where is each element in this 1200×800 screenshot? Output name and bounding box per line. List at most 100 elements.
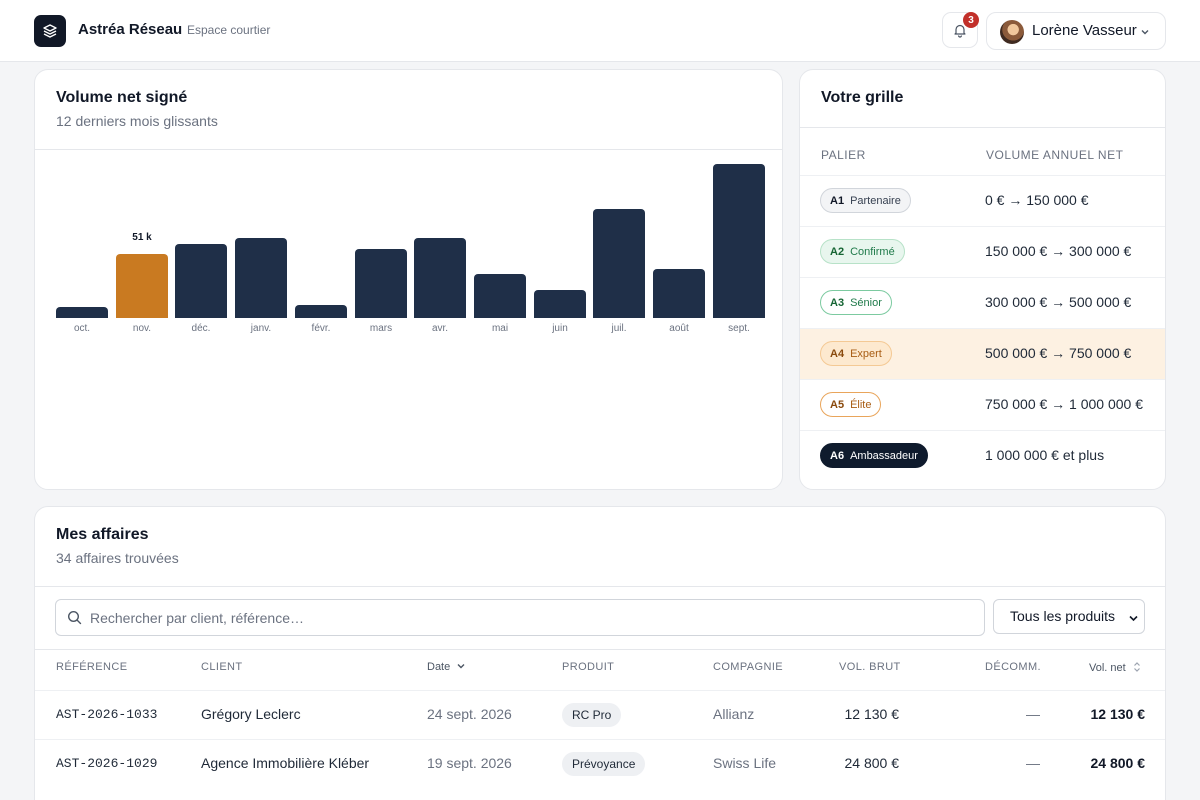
tier-range: 500 000 € → 750 000 € [985, 345, 1132, 361]
tier-badge: A2 Confirmé [820, 239, 905, 264]
cell-compagnie: Allianz [713, 706, 755, 722]
cell-vol-net: 12 130 € [1090, 706, 1146, 722]
divider [35, 586, 1165, 587]
grille-card: Votre grille PALIER VOLUME ANNUEL NET A1… [799, 69, 1166, 490]
col-vol-net-label: Vol. net [1089, 662, 1126, 674]
chart-bar[interactable] [295, 305, 347, 318]
chart-bar[interactable] [355, 249, 407, 318]
affaires-count: 34 affaires trouvées [56, 550, 179, 566]
col-produit: PRODUIT [562, 661, 615, 673]
chart-tick-label: janv. [250, 323, 272, 334]
tier-row: A6 Ambassadeur 1 000 000 € et plus [800, 430, 1165, 481]
search-input[interactable] [90, 600, 970, 635]
col-palier: PALIER [821, 148, 866, 162]
chart-bar[interactable] [235, 238, 287, 318]
bell-icon [954, 24, 966, 38]
chart-tick-label: déc. [191, 323, 211, 334]
brand-name: Astréa Réseau [78, 21, 183, 38]
chart-bar[interactable] [175, 244, 227, 318]
tier-range: 750 000 € → 1 000 000 € [985, 396, 1144, 412]
tier-row: A5 Élite 750 000 € → 1 000 000 € [800, 379, 1165, 430]
chart-bar[interactable] [713, 164, 765, 318]
tier-row: A1 Partenaire 0 € → 150 000 € [800, 175, 1165, 226]
tier-name: Ambassadeur [850, 449, 918, 462]
cell-reference: AST-2026-1029 [56, 756, 158, 771]
tier-badge: A6 Ambassadeur [820, 443, 928, 468]
chart-bar[interactable] [534, 290, 586, 318]
product-filter-select[interactable]: Tous les produits [993, 599, 1145, 634]
chart-bar[interactable] [593, 209, 645, 318]
table-row[interactable]: AST-2026-1033 Grégory Leclerc 24 sept. 202… [35, 690, 1165, 739]
avatar [1000, 20, 1024, 44]
tier-name: Expert [850, 347, 882, 360]
chart-tick-label: mai [491, 323, 509, 334]
top-header: Astréa Réseau Espace courtier 3 Lorène V… [0, 0, 1200, 62]
volume-card: Volume net signé 12 derniers mois glissa… [34, 69, 783, 490]
col-compagnie: COMPAGNIE [713, 661, 784, 673]
cell-compagnie: Swiss Life [713, 755, 777, 771]
tier-name: Sénior [850, 296, 882, 309]
volume-bar-chart: oct. nov. 51 k déc. janv. févr. mars avr. mai jui… [35, 150, 782, 350]
col-date-label: Date [427, 661, 451, 673]
cell-decomm: — [1026, 706, 1040, 722]
tier-row: A3 Sénior 300 000 € → 500 000 € [800, 277, 1165, 328]
divider [35, 149, 782, 150]
col-vol-brut: VOL. BRUT [839, 661, 901, 673]
notification-badge: 3 [963, 12, 979, 28]
cell-decomm: — [1026, 755, 1040, 771]
cell-date: 24 sept. 2026 [427, 706, 512, 722]
tier-range: 0 € → 150 000 € [985, 192, 1089, 208]
tier-name: Confirmé [850, 245, 895, 258]
brand-subtitle: Espace courtier [187, 23, 271, 37]
chart-bar[interactable] [56, 307, 108, 318]
volume-title: Volume net signé [56, 89, 188, 106]
tier-code: A2 [830, 245, 845, 258]
tier-code: A1 [830, 194, 845, 207]
chart-tick-label: mars [369, 323, 393, 334]
divider [800, 127, 1165, 128]
chart-bar[interactable] [116, 254, 168, 318]
tier-badge: A5 Élite [820, 392, 882, 417]
tier-name: Élite [850, 398, 872, 411]
tier-code: A3 [830, 296, 845, 309]
chart-tick-label: août [669, 323, 689, 334]
sort-icon [1133, 662, 1140, 672]
col-date-sort[interactable]: Date [427, 661, 466, 673]
col-client: CLIENT [201, 661, 243, 673]
tier-name: Partenaire [850, 194, 901, 207]
product-chip: Prévoyance [562, 752, 646, 776]
chart-tick-label: juin [552, 323, 568, 334]
cell-client: Grégory Leclerc [201, 706, 301, 722]
col-vol-net-sort[interactable]: Vol. net [1089, 661, 1142, 674]
chevron-down-icon [1141, 30, 1149, 35]
table-row[interactable]: AST-2026-1029 Agence Immobilière Kléber 19… [35, 739, 1165, 788]
layers-icon [43, 24, 57, 38]
tier-range: 300 000 € → 500 000 € [985, 294, 1132, 310]
chart-bar[interactable] [474, 274, 526, 318]
search-icon [67, 610, 82, 625]
tier-badge: A4 Expert [820, 341, 892, 366]
cell-client: Agence Immobilière Kléber [201, 755, 370, 771]
tier-code: A5 [830, 398, 845, 411]
col-decomm: DÉCOMM. [985, 661, 1041, 673]
chart-data-label: 51 k [132, 232, 152, 243]
tier-row: A4 Expert 500 000 € → 750 000 € [800, 328, 1165, 379]
logo[interactable] [34, 15, 66, 47]
user-menu-button[interactable]: Lorène Vasseur [986, 12, 1166, 50]
chart-tick-label: févr. [311, 323, 331, 334]
tier-code: A6 [830, 449, 845, 462]
affaires-title: Mes affaires [56, 526, 149, 543]
cell-vol-brut: 24 800 € [844, 755, 900, 771]
tier-range: 150 000 € → 300 000 € [985, 243, 1132, 259]
tier-badge: A1 Partenaire [820, 188, 911, 213]
cell-reference: AST-2026-1033 [56, 707, 158, 722]
cell-date: 19 sept. 2026 [427, 755, 512, 771]
chart-bar[interactable] [414, 238, 466, 318]
chart-tick-label: avr. [431, 323, 449, 334]
affaires-card: Mes affaires 34 affaires trouvées Tous l… [34, 506, 1166, 800]
chevron-down-icon [457, 664, 465, 669]
col-volume-annuel: VOLUME ANNUEL NET [986, 148, 1124, 162]
grille-title: Votre grille [821, 89, 904, 106]
cell-vol-net: 24 800 € [1090, 755, 1146, 771]
chart-bar[interactable] [653, 269, 705, 318]
